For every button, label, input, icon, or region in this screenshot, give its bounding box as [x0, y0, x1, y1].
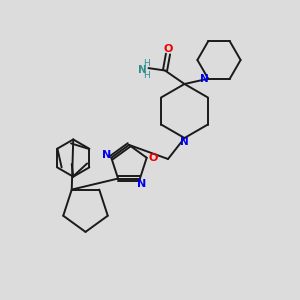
Text: N: N: [102, 150, 111, 160]
Text: N: N: [137, 64, 146, 75]
Text: O: O: [148, 153, 158, 163]
Text: N: N: [200, 74, 209, 84]
Text: H: H: [144, 59, 150, 68]
Text: O: O: [163, 44, 173, 54]
Text: H: H: [144, 71, 150, 80]
Text: N: N: [137, 179, 146, 189]
Text: N: N: [180, 137, 189, 147]
